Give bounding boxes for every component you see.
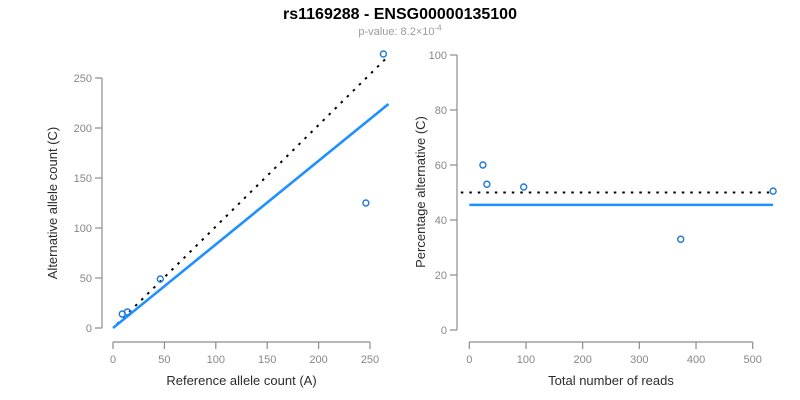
y-tick-label: 60 (435, 160, 447, 172)
x-tick-label: 100 (207, 354, 225, 366)
y-tick-label: 100 (429, 50, 447, 62)
data-point (677, 235, 685, 243)
x-tick-label: 150 (258, 354, 276, 366)
data-point (362, 199, 370, 207)
y-tick-label: 150 (74, 173, 92, 185)
x-tick-label: 300 (630, 354, 648, 366)
pvalue-exponent: -4 (434, 23, 442, 33)
x-tick-label: 400 (687, 354, 705, 366)
left-scatter-panel: 0 50 100 150 200 250 0 50 100 150 200 250 Reference … (45, 50, 390, 388)
data-point (156, 275, 164, 283)
x-tick-label: 100 (517, 354, 535, 366)
fitted-line (112, 102, 390, 330)
y-axis-title: Percentage alternative (C) (413, 116, 428, 268)
x-tick-label: 0 (466, 354, 472, 366)
pvalue-text: p-value: 8.2×10 (358, 26, 435, 38)
data-point (479, 161, 487, 169)
y-tick-label: 0 (441, 325, 447, 337)
x-axis-title: Total number of reads (548, 373, 674, 388)
data-point (769, 187, 777, 195)
y-tick-label: 0 (86, 323, 92, 335)
data-point (483, 180, 491, 188)
x-tick-label: 0 (110, 354, 116, 366)
y-tick-label: 250 (74, 73, 92, 85)
y-tick-label: 20 (435, 270, 447, 282)
right-scatter-panel: 0 20 40 60 80 100 0 100 200 300 400 500 Total number… (413, 50, 777, 388)
y-tick-label: 80 (435, 105, 447, 117)
data-point (379, 50, 388, 58)
identity-null-line (116, 57, 388, 325)
x-tick-label: 50 (158, 354, 170, 366)
y-tick-label: 100 (74, 223, 92, 235)
x-tick-label: 500 (744, 354, 762, 366)
chart-subtitle: p-value: 8.2×10-4 (0, 23, 800, 38)
data-point (123, 308, 132, 316)
x-tick-label: 250 (361, 354, 379, 366)
data-point (520, 183, 528, 191)
y-axis-title: Alternative allele count (C) (45, 127, 60, 279)
y-tick-label: 200 (74, 123, 92, 135)
x-tick-label: 200 (573, 354, 591, 366)
y-tick-label: 40 (435, 215, 447, 227)
x-tick-label: 200 (309, 354, 327, 366)
y-tick-label: 50 (80, 273, 92, 285)
x-axis-title: Reference allele count (A) (166, 373, 316, 388)
chart-title: rs1169288 - ENSG00000135100 (283, 6, 517, 23)
